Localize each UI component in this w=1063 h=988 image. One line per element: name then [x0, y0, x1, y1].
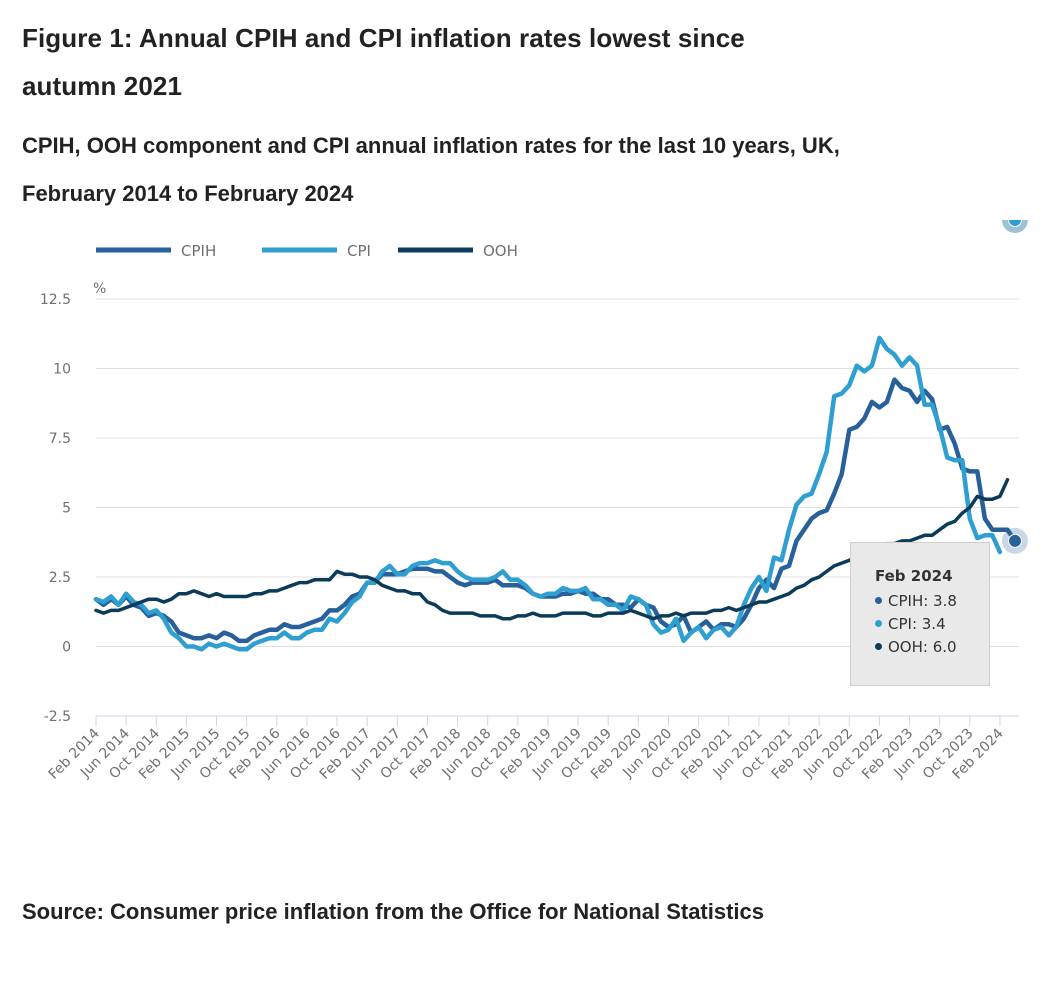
data-point-cpih [1008, 533, 1022, 548]
tooltip-value: OOH: 6.0 [888, 638, 957, 656]
tooltip-value: CPI: 3.4 [888, 615, 946, 633]
legend-label-cpih: CPIH [181, 242, 216, 260]
source-note: Source: Consumer price inflation from th… [22, 899, 765, 924]
tooltip-row-cpi: CPI: 3.4 [875, 613, 989, 636]
legend-label-cpi: CPI [347, 242, 371, 260]
legend-label-ooh: OOH [483, 242, 518, 260]
y-tick-label: 5 [62, 501, 71, 517]
y-axis-unit-label: % [93, 281, 106, 297]
tooltip-row-ooh: OOH: 6.0 [875, 636, 989, 659]
chart-title: Figure 1: Annual CPIH and CPI inflation … [22, 23, 745, 101]
y-axis: 12.5 10 7.5 5 2.5 0 -2.5 [40, 292, 71, 725]
tooltip-value: CPIH: 3.8 [888, 592, 957, 610]
ooh-dot-icon [875, 643, 882, 650]
tooltip-heading: Feb 2024 [875, 567, 953, 585]
series-line-cpih [93, 377, 1018, 644]
y-tick-label: -2.5 [44, 709, 71, 725]
line-chart: CPIH CPI OOH % 12.5 10 7.5 5 2.5 0 -2.5 Feb 2014… [40, 220, 1028, 783]
cpi-dot-icon [875, 620, 882, 627]
legend: CPIH CPI OOH [96, 242, 518, 260]
y-tick-label: 0 [62, 640, 71, 656]
cpih-dot-icon [875, 597, 882, 604]
series-line-cpi [93, 335, 1003, 652]
y-tick-label: 2.5 [49, 570, 71, 586]
y-tick-label: 7.5 [49, 431, 71, 447]
y-tick-label: 12.5 [40, 292, 71, 308]
tooltip: Feb 2024 CPIH: 3.8 CPI: 3.4 OOH: 6.0 [850, 542, 990, 686]
data-point-cpi [1008, 220, 1022, 227]
y-tick-label: 10 [53, 362, 71, 378]
tooltip-row-cpih: CPIH: 3.8 [875, 590, 989, 613]
chart-subtitle: CPIH, OOH component and CPI annual infla… [22, 133, 840, 206]
end-markers [1002, 220, 1028, 554]
